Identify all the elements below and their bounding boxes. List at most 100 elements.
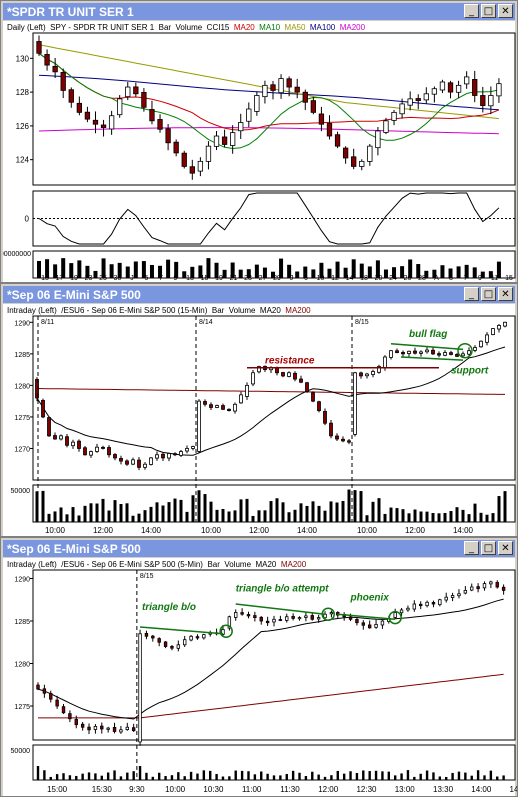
close-button[interactable]: ✕ <box>498 4 513 18</box>
es5-candle <box>285 616 289 621</box>
volume-bar <box>368 771 371 780</box>
es15-candle <box>185 448 189 452</box>
es5-candle <box>501 586 506 591</box>
volume-bar <box>311 269 316 278</box>
volume-bar <box>425 511 429 522</box>
es15-candle <box>377 366 381 373</box>
spy-candle <box>84 111 91 120</box>
volume-bar <box>158 265 163 278</box>
es15-candle <box>227 408 231 412</box>
volume-bar <box>400 266 405 278</box>
volume-bar <box>455 507 459 522</box>
volume-bar <box>137 513 141 522</box>
title-bar[interactable]: *Sep 06 E-Mini S&P 500 _ □ ✕ <box>3 286 515 303</box>
legend-symbol: /ESU6 - Sep 06 E-Mini S&P 500 <box>61 560 176 569</box>
volume-bar <box>263 510 267 522</box>
maximize-button[interactable]: □ <box>481 4 496 18</box>
es5-candle <box>444 596 448 601</box>
volume-bar <box>377 498 381 522</box>
volume-bar <box>65 514 69 522</box>
es15-candle <box>41 399 45 418</box>
es15-candle <box>359 372 363 377</box>
volume-bar <box>438 776 442 780</box>
x-tick-label: 23 <box>244 275 252 282</box>
volume-bar <box>185 511 189 522</box>
close-button[interactable]: ✕ <box>498 541 513 555</box>
volume-bar <box>87 772 91 780</box>
y-tick-label: 1285 <box>14 352 30 359</box>
volume-bar <box>206 258 211 278</box>
volume-bar <box>155 502 159 522</box>
minimize-button[interactable]: _ <box>464 541 479 555</box>
spy-candle <box>92 119 99 125</box>
volume-bar <box>432 269 437 278</box>
volume-bar <box>107 510 111 522</box>
y-tick-label: 128 <box>16 88 30 97</box>
close-button[interactable]: ✕ <box>498 287 513 301</box>
daily-plot-area: 1301281261240200000000151719232530J57913… <box>3 21 516 282</box>
volume-bar <box>230 262 235 278</box>
minimize-button[interactable]: _ <box>464 287 479 301</box>
volume-bar <box>401 509 405 522</box>
es5-candle <box>310 615 314 620</box>
es15-candle <box>149 457 153 465</box>
volume-bar <box>262 267 267 278</box>
es15-candle <box>53 435 57 440</box>
volume-bar <box>145 772 148 780</box>
es15-candle <box>413 350 417 354</box>
volume-bar <box>400 773 403 780</box>
spy-candle <box>496 83 502 97</box>
es15-candle <box>215 405 219 408</box>
volume-bar <box>190 266 195 278</box>
es15-candle <box>203 401 207 405</box>
es5-candle <box>74 719 78 726</box>
maximize-button[interactable]: □ <box>481 287 496 301</box>
x-tick-label: 10:00 <box>45 526 66 535</box>
volume-bar <box>55 774 59 780</box>
es15-candle <box>407 350 411 354</box>
volume-bar <box>81 773 84 780</box>
es5-candle <box>297 617 302 620</box>
legend-ma200: MA200 <box>280 560 307 569</box>
title-bar[interactable]: *Sep 06 E-Mini S&P 500 _ □ ✕ <box>3 540 515 557</box>
x-tick-label: 20 <box>375 275 383 282</box>
x-tick-label: 25 <box>99 275 107 282</box>
volume-bar <box>413 776 416 780</box>
es5-candle <box>438 599 442 606</box>
volume-bar <box>71 507 75 522</box>
volume-bar <box>437 513 441 522</box>
es15-candle <box>155 454 159 459</box>
volume-bar <box>491 513 495 522</box>
volume-bar <box>329 501 333 522</box>
volume-bar <box>246 269 251 278</box>
minimize-button[interactable]: _ <box>464 4 479 18</box>
triangle-line-2 <box>235 603 326 615</box>
spy-candle <box>302 91 308 103</box>
maximize-button[interactable]: □ <box>481 541 496 555</box>
ma200-line <box>38 127 499 135</box>
volume-bar <box>138 766 142 780</box>
volume-bar <box>275 498 279 522</box>
volume-bar <box>179 499 183 522</box>
es-5min-plot-area: 1290 1285 1280 1275 8/15 triangle b/o triangle… <box>3 558 517 796</box>
volume-bar <box>131 515 135 522</box>
x-tick-label: 11:00 <box>242 785 262 794</box>
title-bar[interactable]: *SPDR TR UNIT SER 1 _ □ ✕ <box>3 3 515 20</box>
volume-bar <box>61 258 66 278</box>
legend: Intraday (Left) /ESU6 - Sep 06 E-Mini S&… <box>7 306 311 315</box>
legend-volume: Volume <box>228 306 256 315</box>
bull-flag-top-line <box>390 343 464 351</box>
x-tick-label: 15 <box>41 275 49 282</box>
y-tick-label: 1280 <box>14 383 30 390</box>
spy-candle <box>415 98 421 101</box>
volume-bar <box>117 262 122 278</box>
x-tick-label: 6 <box>304 275 308 282</box>
volume-bar <box>443 512 447 522</box>
x-tick-label: 10 <box>317 275 325 282</box>
es15-candle <box>191 446 195 449</box>
x-tick-label: 14 <box>346 275 354 282</box>
y-tick-label: 130 <box>16 54 30 63</box>
x-tick-label: 14:00 <box>141 526 162 535</box>
es15-candle <box>161 453 165 459</box>
x-tick-label: 12:00 <box>405 526 426 535</box>
